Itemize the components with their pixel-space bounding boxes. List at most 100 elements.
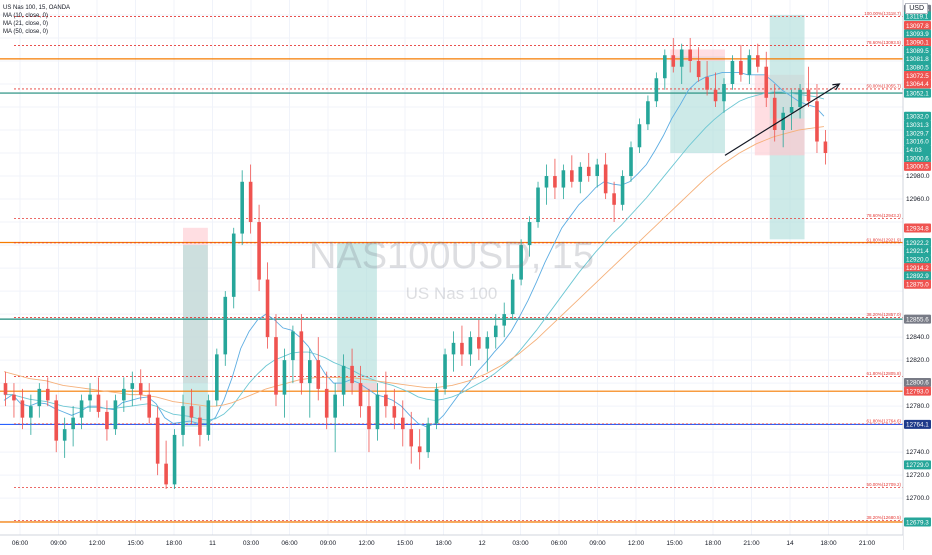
short-position-zone — [670, 49, 725, 61]
time-axis-tick-label: 12 — [478, 540, 486, 547]
candle-body — [29, 406, 33, 418]
price-label-tag — [904, 120, 931, 130]
fib-level-label: 50.00%(12709.2) — [866, 482, 901, 487]
candle-body — [12, 394, 16, 401]
price-label-tag — [904, 377, 931, 387]
price-label-text: 13016.0 — [906, 139, 929, 146]
candle-body — [130, 383, 135, 389]
candle-body — [37, 388, 42, 407]
price-label-tag — [904, 419, 931, 429]
candle-body — [392, 406, 397, 418]
candle-body — [460, 342, 464, 355]
fib-level-label: 50.00%(13055.7) — [866, 83, 901, 88]
price-label-text: 12934.8 — [906, 225, 929, 232]
price-label-tag — [904, 223, 931, 233]
price-label-text: 13089.5 — [906, 48, 929, 55]
price-label-text: 12914.2 — [906, 265, 929, 272]
candle-body — [739, 60, 743, 75]
candle-body — [755, 55, 760, 67]
price-label-text: 12920.0 — [906, 257, 929, 264]
price-label-text: 12764.1 — [906, 422, 929, 429]
candle-body — [806, 89, 811, 102]
time-axis-tick-label: 18:00 — [166, 540, 183, 547]
currency-button[interactable]: USD — [905, 3, 928, 14]
price-label-text: 12892.9 — [906, 273, 929, 280]
candle-body — [595, 164, 599, 177]
time-axis-tick-label: 11 — [209, 540, 216, 547]
price-label-text: 13064.4 — [906, 81, 929, 88]
price-label-tag — [904, 37, 931, 47]
candle-body — [316, 360, 321, 389]
candle-body — [696, 60, 701, 78]
time-axis-tick-label: 18:00 — [705, 540, 722, 547]
time-axis-tick-label: 14 — [786, 540, 794, 547]
candle-body — [189, 406, 194, 418]
price-label-text: 12921.4 — [906, 248, 929, 255]
candle-body — [400, 417, 405, 430]
price-label-tag — [904, 314, 931, 324]
price-label-tag — [904, 128, 931, 138]
candle-body — [671, 55, 676, 67]
price-axis-tick-label: 12960.0 — [906, 196, 930, 203]
price-label-text: 12679.3 — [906, 519, 929, 526]
candle-body — [3, 383, 8, 395]
fib-level-label: 61.80%(12921.9) — [866, 237, 901, 242]
price-label-text: 12875.0 — [906, 282, 929, 289]
candle-body — [654, 78, 659, 102]
candle-body — [291, 331, 295, 361]
price-label-tag — [904, 271, 931, 281]
candle-body — [71, 417, 75, 430]
price-label-text: 14:03 — [906, 147, 922, 154]
candle-body — [240, 181, 244, 234]
candle-body — [544, 176, 549, 188]
candle-body — [536, 187, 540, 223]
candle-body — [646, 101, 650, 125]
candle-body — [468, 337, 473, 355]
price-label-text: 13029.7 — [906, 130, 929, 137]
price-label-tag — [904, 460, 931, 470]
candle-body — [679, 49, 684, 67]
time-axis-background — [0, 535, 903, 550]
candle-body — [299, 331, 304, 384]
trend-arrow-line — [724, 83, 840, 156]
price-label-tag — [904, 70, 931, 80]
time-axis-tick-label: 15:00 — [127, 540, 144, 547]
price-label-tag — [904, 29, 931, 39]
trend-arrow-head — [832, 83, 841, 91]
time-axis-tick-label: 15:00 — [666, 540, 683, 547]
candle-body — [527, 222, 532, 246]
moving-average-line — [3, 126, 824, 407]
candle-body — [798, 89, 802, 107]
candle-body — [341, 365, 346, 395]
candle-body — [155, 417, 160, 464]
fib-level-label: 100.00%(13118.7) — [864, 11, 901, 16]
ma21-legend[interactable]: MA (21, close, 0) — [3, 21, 49, 27]
candle-body — [113, 400, 118, 430]
candle-body — [485, 337, 490, 349]
candle-body — [519, 245, 523, 280]
candle-body — [198, 417, 202, 435]
candle-body — [502, 314, 507, 326]
price-label-tag — [904, 386, 931, 396]
time-axis-tick-label: 18:00 — [435, 540, 452, 547]
symbol-title[interactable]: US Nas 100, 15, OANDA — [3, 5, 71, 11]
price-label-tag — [904, 46, 931, 56]
candle-body — [79, 400, 84, 418]
short-position-zone — [337, 383, 377, 392]
price-axis-tick-label: 12980.0 — [906, 173, 930, 180]
candle-body — [206, 400, 211, 435]
ma50-legend[interactable]: MA (50, close, 0) — [3, 29, 49, 35]
ma10-legend[interactable]: MA (10, close, 0) — [3, 13, 49, 19]
price-axis-tick-label: 12740.0 — [906, 449, 930, 456]
price-label-text: 12729.0 — [906, 462, 929, 469]
candle-body — [510, 279, 515, 315]
candle-body — [257, 222, 261, 280]
fib-level-label: 61.80%(12764.6) — [866, 418, 901, 423]
candle-body — [553, 176, 557, 188]
price-label-text: 13097.8 — [906, 23, 929, 30]
time-axis-tick-label: 12:00 — [89, 540, 106, 547]
candle-body — [451, 342, 456, 355]
time-axis-tick-label: 12:00 — [358, 540, 375, 547]
